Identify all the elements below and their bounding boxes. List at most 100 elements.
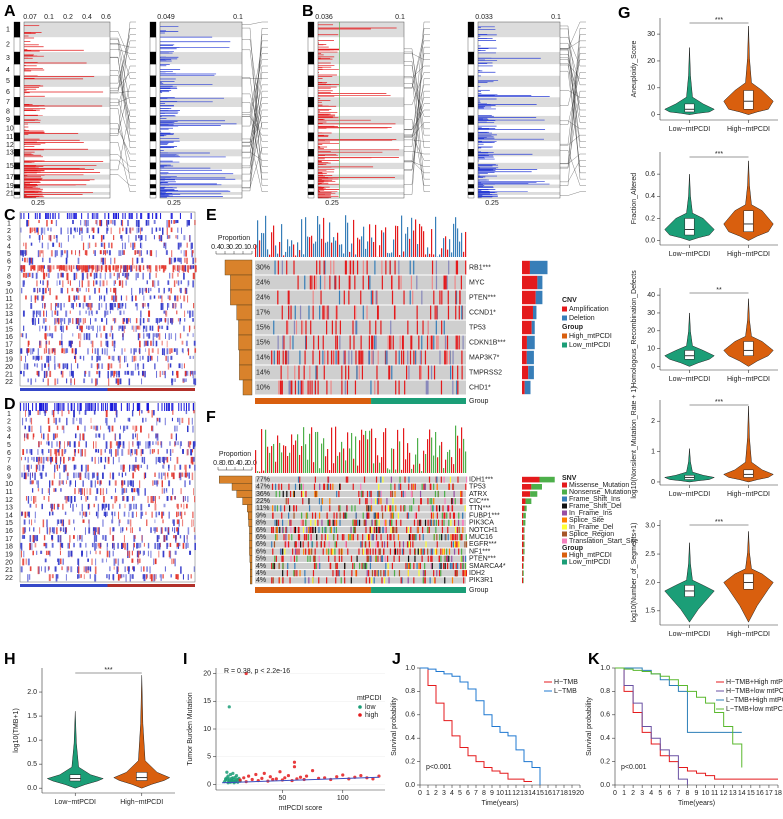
heat-cell [119,441,122,446]
heat-cell [121,325,124,330]
chrom-label: 20 [5,559,13,566]
heat-cell [99,250,102,255]
heat-cell [115,410,118,418]
alteration [370,555,372,562]
alteration [390,534,392,541]
gene-leader [560,57,586,104]
heat-cell [56,265,59,269]
legend-label: In_Frame_Ins [569,510,613,517]
heat-cell [88,303,90,308]
heat-cell [192,333,194,338]
heat-cell [20,227,22,233]
heat-cell [191,456,194,465]
sample-count-bar [421,471,423,473]
heat-cell [35,503,37,508]
heat-cell [28,527,31,532]
heat-cell [155,272,157,278]
chrom-band [318,162,404,170]
gene-leader [242,147,268,188]
sample-count-bar [389,253,391,257]
alteration [315,365,317,380]
sample-count-bar [289,452,291,473]
heat-cell [51,574,54,579]
legend-label: Frame_Shift_Del [569,503,622,510]
alteration [393,534,395,541]
chrom-label: 9 [7,473,11,480]
alteration [360,483,362,490]
heat-cell [154,519,156,524]
heat-cell [39,280,41,284]
alteration [377,512,379,519]
heat-cell [187,472,189,477]
sample-count-bar [395,469,397,473]
heat-cell [93,527,96,535]
heat-cell [45,550,48,556]
alteration [318,555,320,562]
heat-cell [119,250,122,256]
alteration [377,541,379,548]
heat-cell [133,464,136,471]
heat-cell [174,558,176,567]
sample-count-bar [411,217,413,257]
alteration [377,305,379,320]
alteration [371,534,373,541]
alteration [329,483,332,490]
heat-cell [65,496,68,504]
alteration [398,380,400,395]
heat-cell [23,370,25,377]
heat-cell [28,425,31,432]
heat-cell [28,464,30,472]
heat-cell [118,272,120,278]
sample-count-bar [283,255,285,257]
heat-cell [121,558,124,564]
heat-cell [62,480,64,485]
alteration [306,526,308,534]
gistic-frame [23,21,111,199]
legend-label: In_Frame_Del [569,524,614,531]
heat-cell [123,265,125,271]
alteration [443,555,445,562]
alteration [324,534,326,541]
gene-leader [560,160,586,183]
heat-cell [130,318,131,324]
chrom-label: 6 [7,258,11,265]
heat-cell [134,242,136,248]
heat-cell [161,370,163,376]
heat-cell [189,370,191,377]
heat-cell [76,303,78,307]
heat-cell [65,310,68,317]
heat-cell [114,303,116,308]
heat-cell [121,480,123,489]
panel-label: G [618,5,630,22]
heat-cell [96,370,99,375]
chrom-band [318,52,404,65]
heat-cell [69,441,71,448]
alteration [314,476,316,483]
heat-cell [20,333,22,338]
alteration [289,519,291,526]
heat-cell [194,348,197,353]
heat-cell [157,403,159,411]
heat-cell [152,213,154,219]
chrom-block [149,174,157,180]
heat-cell [39,287,41,293]
heat-cell [30,303,33,309]
heat-cell [173,535,175,539]
gene-leader [404,134,430,161]
heat-cell [89,511,91,515]
heat-cell [25,527,27,533]
alteration [367,555,370,562]
heat-cell [153,558,155,565]
proportion-tick-label: 0.4 [230,460,240,467]
alteration [284,541,286,548]
heat-cell [61,340,63,348]
heat-cell [94,287,96,294]
heat-cell [128,235,130,243]
right-bar [522,380,525,395]
alteration [435,519,437,526]
sample-count-bar [377,455,379,473]
heat-cell [123,310,125,315]
heat-cell [34,295,37,303]
chrom-label: 15 [5,326,13,333]
heat-cell [184,464,187,473]
